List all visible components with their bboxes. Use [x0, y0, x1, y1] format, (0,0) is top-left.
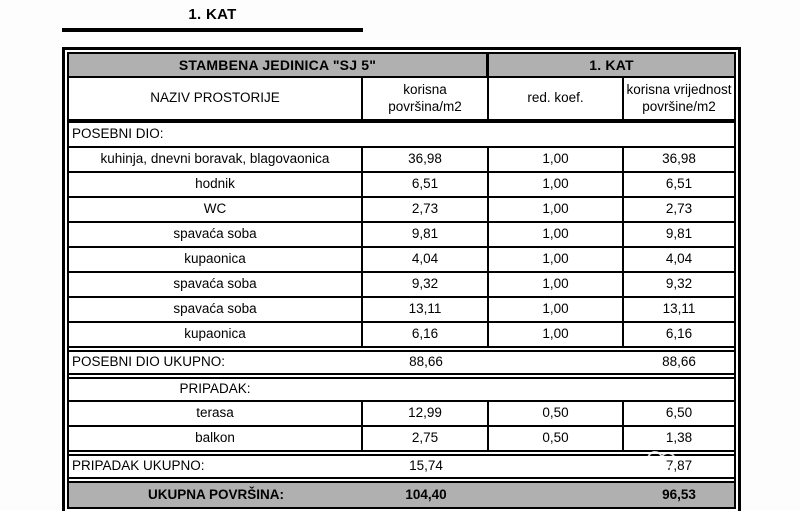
total-koef-cell [489, 483, 624, 507]
area-cell: 2,75 [363, 427, 489, 450]
table-body: POSEBNI DIO: kuhinja, dnevni boravak, bla… [69, 123, 734, 507]
room-name-header-label: NAZIV PROSTORIJE [150, 90, 280, 106]
value-cell: 1,38 [665, 430, 693, 446]
grand-total-row: UKUPNA POVRŠINA: 104,40 96,53 [69, 481, 734, 507]
table-row: terasa 12,99 0,50 6,50 [69, 402, 734, 427]
koef-cell: 1,00 [489, 148, 624, 171]
floor-title: 1. KAT [62, 6, 363, 32]
room-name-cell: spavaća soba [69, 298, 363, 321]
usable-area-header-line2: površina/m2 [388, 98, 462, 114]
koef-cell: 0,50 [489, 427, 624, 450]
area-cell: 9,32 [363, 273, 489, 296]
section-row: PRIPADAK: [69, 377, 734, 402]
koef-cell: 1,00 [489, 198, 624, 221]
area-cell: 6,51 [363, 173, 489, 196]
koef-cell: 0,50 [489, 402, 624, 425]
koef-cell: 1,00 [489, 248, 624, 271]
area-table: STAMBENA JEDINICA "SJ 5" 1. KAT NAZIV PR… [62, 47, 741, 511]
column-header-room-name: NAZIV PROSTORIJE [69, 78, 363, 119]
total-row: PRIPADAK UKUPNO: 15,74 7,87 [69, 454, 734, 479]
value-cell: 13,11 [662, 301, 696, 317]
total-row: POSEBNI DIO UKUPNO: 88,66 88,66 [69, 350, 734, 375]
room-name-cell: hodnik [69, 173, 363, 196]
section-label: PRIPADAK: [179, 381, 251, 397]
area-cell: 4,04 [363, 248, 489, 271]
room-name-cell: balkon [69, 427, 363, 450]
koef-cell: 1,00 [489, 273, 624, 296]
value-cell: 2,73 [665, 201, 693, 217]
floor-header-cell: 1. KAT [589, 56, 634, 73]
area-cell: 6,16 [363, 323, 489, 346]
value-cell: 6,16 [665, 326, 693, 342]
area-cell: 9,81 [363, 223, 489, 246]
value-cell: 4,04 [665, 251, 693, 267]
total-label-cell: PRIPADAK UKUPNO: [72, 458, 205, 474]
total-value-cell: 96,53 [662, 486, 696, 502]
value-cell: 9,81 [665, 226, 693, 242]
total-koef-cell [489, 352, 624, 373]
column-header-usable-value: korisna vrijednost površine/m2 [624, 78, 734, 119]
koef-cell: 1,00 [489, 173, 624, 196]
room-name-cell: spavaća soba [69, 273, 363, 296]
table-row: spavaća soba 9,81 1,00 9,81 [69, 223, 734, 248]
column-header-reduction-coefficient: red. koef. [489, 78, 624, 119]
total-value-cell: 88,66 [662, 354, 696, 370]
total-area-cell: 15,74 [409, 458, 443, 474]
area-cell: 36,98 [363, 148, 489, 171]
table-row: hodnik 6,51 1,00 6,51 [69, 173, 734, 198]
unit-header-cell: STAMBENA JEDINICA "SJ 5" [69, 54, 489, 76]
usable-area-header-line1: korisna [403, 82, 447, 98]
total-koef-cell [489, 456, 624, 477]
koef-cell: 1,00 [489, 223, 624, 246]
table-row: spavaća soba 13,11 1,00 13,11 [69, 298, 734, 323]
room-name-cell: kuhinja, dnevni boravak, blagovaonica [69, 148, 363, 171]
value-cell: 9,32 [665, 276, 693, 292]
area-table-frame: STAMBENA JEDINICA "SJ 5" 1. KAT NAZIV PR… [67, 52, 736, 509]
table-row: balkon 2,75 0,50 1,38 [69, 427, 734, 452]
room-name-cell: terasa [69, 402, 363, 425]
section-row: POSEBNI DIO: [69, 123, 734, 148]
value-cell: 6,51 [665, 176, 693, 192]
total-area-cell: 88,66 [409, 354, 443, 370]
koef-cell: 1,00 [489, 323, 624, 346]
section-label: POSEBNI DIO: [72, 126, 164, 142]
table-row: kuhinja, dnevni boravak, blagovaonica 36,… [69, 148, 734, 173]
total-label-cell: UKUPNA POVRŠINA: [147, 486, 284, 502]
room-name-cell: WC [69, 198, 363, 221]
total-area-cell: 104,40 [405, 486, 447, 502]
room-name-cell: spavaća soba [69, 223, 363, 246]
value-cell: 36,98 [662, 151, 696, 167]
table-column-header-row: NAZIV PROSTORIJE korisna površina/m2 red… [69, 78, 734, 123]
column-header-usable-area: korisna površina/m2 [363, 78, 489, 119]
koef-cell: 1,00 [489, 298, 624, 321]
area-cell: 12,99 [363, 402, 489, 425]
room-name-cell: kupaonica [69, 323, 363, 346]
table-header-unit-row: STAMBENA JEDINICA "SJ 5" 1. KAT [69, 54, 734, 78]
area-cell: 2,73 [363, 198, 489, 221]
area-cell: 13,11 [363, 298, 489, 321]
usable-value-header-line2: površine/m2 [642, 98, 716, 114]
total-label-cell: POSEBNI DIO UKUPNO: [72, 354, 226, 370]
section-label-cell: POSEBNI DIO: [69, 123, 734, 146]
total-value-cell: 7,87 [665, 458, 693, 474]
reduction-coefficient-header-label: red. koef. [527, 90, 584, 106]
table-row: spavaća soba 9,32 1,00 9,32 [69, 273, 734, 298]
table-row: kupaonica 4,04 1,00 4,04 [69, 248, 734, 273]
value-cell: 6,50 [665, 405, 693, 421]
usable-value-header-line1: korisna vrijednost [626, 82, 732, 98]
section-label-cell: PRIPADAK: [69, 379, 734, 400]
table-row: kupaonica 6,16 1,00 6,16 [69, 323, 734, 348]
room-name-cell: kupaonica [69, 248, 363, 271]
table-row: WC 2,73 1,00 2,73 [69, 198, 734, 223]
